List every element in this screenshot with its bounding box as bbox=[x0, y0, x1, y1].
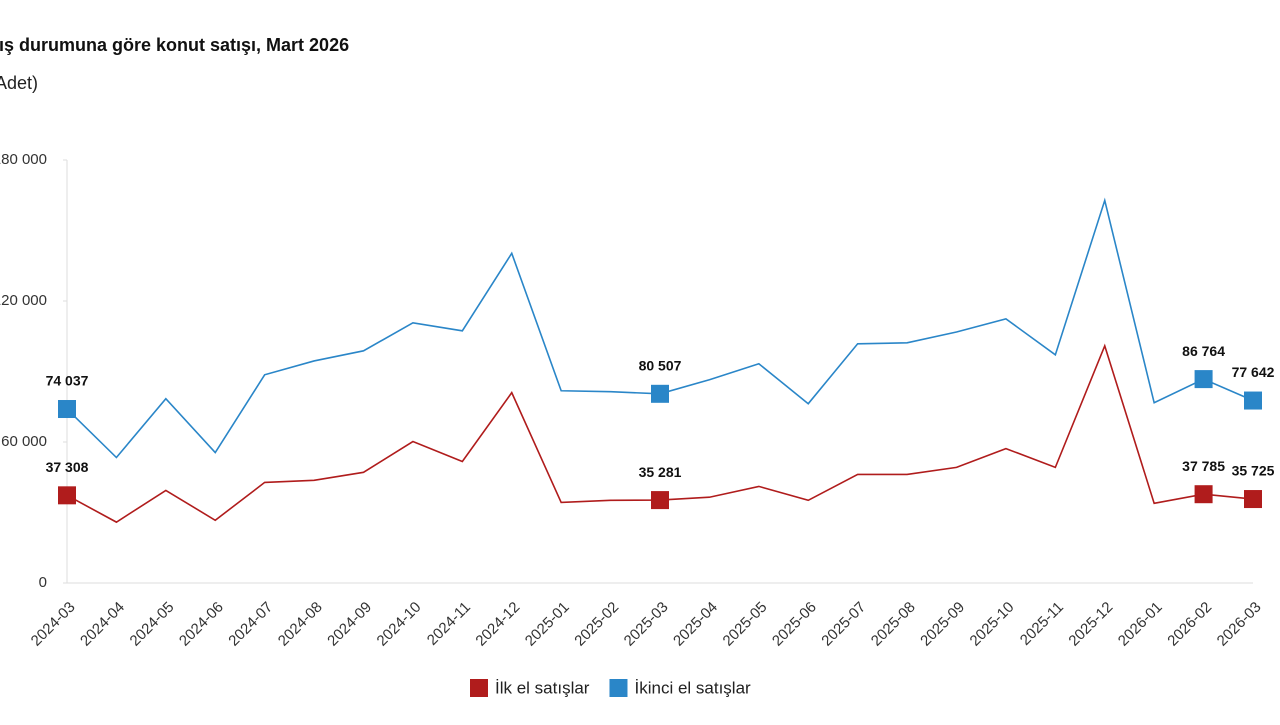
point-marker bbox=[1194, 370, 1213, 389]
data-label: 86 764 bbox=[1182, 343, 1225, 359]
x-tick-label: 2026-02 bbox=[1164, 599, 1215, 650]
x-tick-label: 2026-03 bbox=[1214, 599, 1265, 650]
chart-subtitle: Adet) bbox=[0, 73, 38, 93]
legend-label: İlk el satışlar bbox=[495, 678, 590, 697]
x-tick-label: 2024-03 bbox=[28, 599, 79, 650]
x-tick-label: 2024-11 bbox=[424, 599, 474, 649]
data-label: 35 725 bbox=[1232, 463, 1275, 479]
data-label: 37 785 bbox=[1182, 458, 1225, 474]
legend-label: İkinci el satışlar bbox=[634, 678, 751, 697]
x-tick-label: 2025-05 bbox=[720, 599, 771, 650]
x-tick-label: 2025-12 bbox=[1065, 599, 1116, 650]
legend-swatch bbox=[470, 679, 488, 697]
data-label: 35 281 bbox=[639, 464, 682, 480]
y-tick-label: 180 000 bbox=[0, 151, 47, 168]
x-tick-label: 2025-09 bbox=[917, 599, 968, 650]
x-tick-label: 2025-03 bbox=[621, 599, 672, 650]
y-tick-label: 120 000 bbox=[0, 292, 47, 309]
y-tick-label: 60 000 bbox=[1, 433, 47, 450]
x-tick-label: 2025-07 bbox=[818, 599, 869, 650]
x-tick-label: 2024-05 bbox=[127, 599, 178, 650]
data-label: 77 642 bbox=[1232, 364, 1275, 380]
point-marker bbox=[1244, 391, 1262, 410]
x-tick-label: 2025-11 bbox=[1017, 599, 1067, 649]
point-marker bbox=[651, 384, 669, 403]
x-tick-label: 2024-06 bbox=[176, 599, 227, 650]
x-tick-label: 2024-08 bbox=[275, 599, 326, 650]
chart-title: atış durumuna göre konut satışı, Mart 20… bbox=[0, 35, 349, 55]
x-tick-label: 2024-10 bbox=[374, 599, 425, 650]
point-marker bbox=[58, 486, 76, 505]
x-tick-label: 2025-01 bbox=[522, 599, 573, 650]
point-marker bbox=[1194, 485, 1213, 504]
data-label: 37 308 bbox=[46, 459, 89, 475]
x-tick-label: 2024-07 bbox=[225, 599, 276, 650]
y-tick-label: 0 bbox=[39, 574, 47, 591]
point-marker bbox=[651, 491, 669, 510]
x-tick-label: 2025-02 bbox=[571, 599, 622, 650]
point-marker bbox=[58, 400, 76, 419]
point-marker bbox=[1244, 490, 1262, 509]
x-tick-label: 2025-04 bbox=[670, 599, 721, 650]
data-label: 80 507 bbox=[639, 358, 682, 374]
x-tick-label: 2025-06 bbox=[769, 599, 820, 650]
x-tick-label: 2025-10 bbox=[967, 599, 1018, 650]
legend-swatch bbox=[609, 679, 628, 697]
x-tick-label: 2024-04 bbox=[77, 599, 128, 650]
x-tick-label: 2026-01 bbox=[1115, 599, 1166, 650]
data-label: 74 037 bbox=[46, 373, 89, 389]
x-tick-label: 2024-09 bbox=[324, 599, 375, 650]
x-tick-label: 2024-12 bbox=[472, 599, 523, 650]
x-tick-label: 2025-08 bbox=[868, 599, 919, 650]
